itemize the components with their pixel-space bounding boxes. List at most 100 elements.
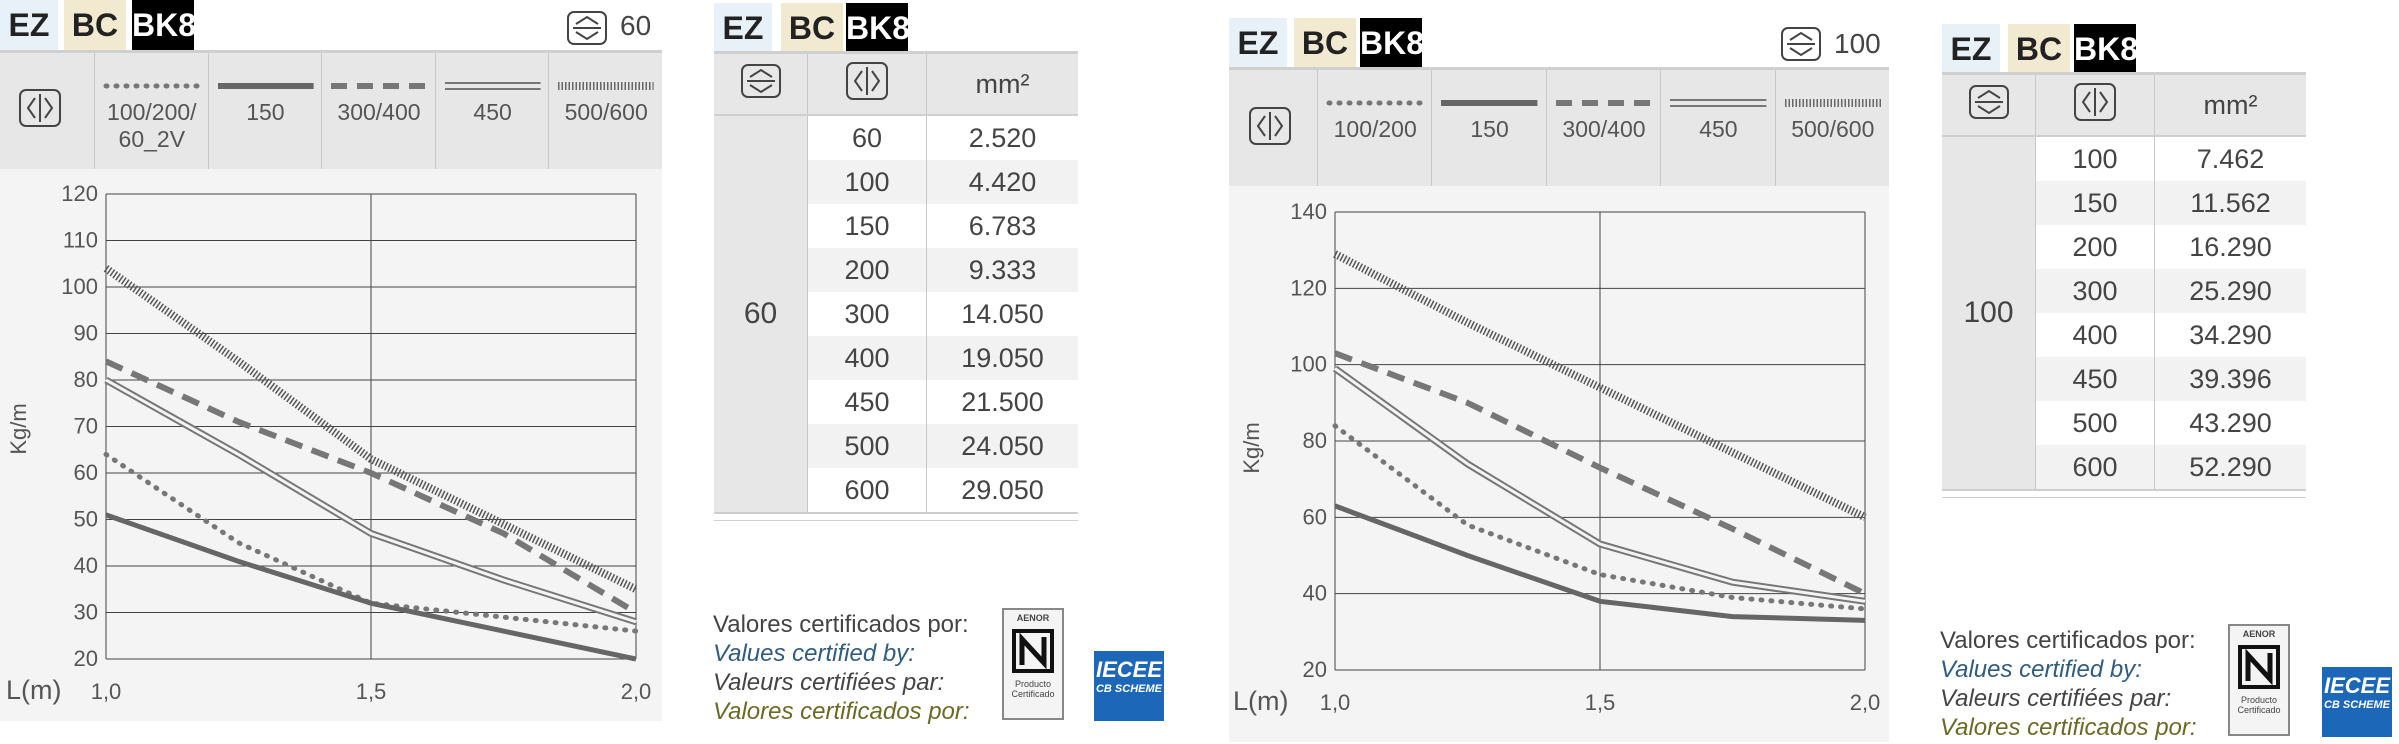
- badge-bk8-3: BK8: [1360, 18, 1424, 68]
- legend-label: 300/400: [1562, 116, 1646, 142]
- x-tick-label: 2,0: [621, 679, 652, 704]
- table-cell-area: 11.562: [2154, 181, 2306, 225]
- legend-item-hatched: 500/600: [1774, 70, 1890, 186]
- legend-label: 450: [473, 99, 512, 125]
- legend-item-hatched: 500/600: [548, 53, 663, 169]
- table-row: 600 52.290: [1942, 445, 2306, 490]
- plot-area-1: [0, 169, 662, 721]
- table-cell-area: 6.783: [968, 210, 1037, 241]
- table-cell-width: 500: [807, 424, 927, 468]
- table-cell-area: 21.500: [961, 386, 1044, 417]
- badge-bk8-4: BK8: [2074, 24, 2138, 74]
- series-line-solid: [1334, 503, 1866, 623]
- width-icon-2: [1248, 106, 1292, 151]
- table-cell-width: 600: [807, 468, 927, 513]
- table-header-height-icon: [1942, 75, 2036, 137]
- y-tick-label: 80: [1303, 428, 1327, 453]
- x-tick-label: 1,5: [1585, 690, 1616, 715]
- table-cell-area: 16.290: [2189, 231, 2272, 262]
- table-cell-width: 400: [807, 336, 927, 380]
- legend-swatch-solid: [217, 83, 314, 89]
- y-tick-label: 20: [74, 646, 98, 671]
- legend-item-dotted: 100/200/60_2V: [94, 53, 209, 169]
- table-row: 300 14.050: [714, 292, 1078, 336]
- table-cell-area: 19.050: [926, 336, 1078, 380]
- legend-swatch-dashed: [331, 83, 427, 89]
- legend-item-dashed: 300/400: [321, 53, 436, 169]
- legend-item-double: 450: [434, 53, 550, 169]
- table-row: 100 4.420: [714, 160, 1078, 204]
- legend-label: 100/200/60_2V: [107, 99, 197, 152]
- legend-item-dashed: 300/400: [1545, 70, 1661, 186]
- table-cell-width: 150: [807, 204, 927, 248]
- table-cell-area: 24.050: [926, 424, 1078, 468]
- line-chart-1: 20 30 40 50 60 70 80 90 100 110 120 1,0 1,5 2,0 L(m) Kg…: [6, 181, 652, 705]
- cert-en: Values certified by:: [713, 640, 915, 667]
- table-cell-width: 150: [2035, 181, 2155, 225]
- table-row: 150 11.562: [1942, 181, 2306, 225]
- badge-bc-2: BC: [781, 3, 843, 53]
- table-cell-width: 100: [2035, 136, 2155, 181]
- legend-item-solid: 150: [207, 53, 323, 169]
- plot-area-2: [1229, 186, 1889, 742]
- y-tick-label: 110: [63, 228, 98, 253]
- table-cell-area: 52.290: [2154, 445, 2306, 490]
- table-cell-width: 600: [2035, 445, 2155, 490]
- cert-es-2: Valores certificados por:: [1940, 627, 2196, 654]
- badge-ez-2: EZ: [714, 3, 772, 53]
- legend-swatch-hatched: [1784, 99, 1881, 107]
- cert-block-1: Valores certificados por: Values certifi…: [713, 610, 970, 726]
- cert-block-2: Valores certificados por: Values certifi…: [1940, 626, 2197, 742]
- y-tick-label: 20: [1303, 657, 1327, 682]
- table-cell-area: 39.396: [2154, 357, 2306, 401]
- height-value: 60: [620, 10, 652, 41]
- table-row: 500 43.290: [1942, 401, 2306, 445]
- y-tick-label: 140: [1290, 199, 1327, 224]
- cert-fr-2: Valeurs certifiées par:: [1940, 685, 2172, 712]
- table-row: 400 34.290: [1942, 313, 2306, 357]
- legend-swatch-dotted: [1326, 100, 1424, 106]
- x-tick-label: 1,0: [91, 679, 122, 704]
- table-header-width-icon: [807, 54, 927, 116]
- badge-ez-3: EZ: [1229, 18, 1287, 68]
- iecee-logo-2: IECEE CB SCHEME: [2322, 667, 2392, 737]
- cert-en-2: Values certified by:: [1940, 656, 2142, 683]
- legend-swatch-dotted: [103, 83, 201, 89]
- series-line-dashed: [1333, 350, 1867, 597]
- badge-bc: BC: [64, 0, 126, 50]
- y-tick-label: 120: [61, 181, 98, 206]
- series-line-hatched: [103, 265, 638, 593]
- size-table-1: mm² 60 60 2.520 100 4.420 150 6.783 200 9.333 300 1…: [714, 54, 1078, 521]
- aenor-logo: AENOR Producto Certificado: [1002, 608, 1064, 720]
- y-tick-label: 120: [1290, 275, 1327, 300]
- legend-label: 150: [1470, 116, 1509, 142]
- table-cell-area: 29.050: [961, 474, 1044, 505]
- table-cell-width: 300: [807, 292, 927, 336]
- table-row: 450 21.500: [714, 380, 1078, 424]
- series-line-dotted: [1332, 423, 1868, 612]
- cert-es: Valores certificados por:: [713, 611, 969, 638]
- table-cell-width: 300: [2035, 269, 2155, 313]
- height-icon-2: [1780, 26, 1822, 62]
- table-header-width-icon: [2035, 75, 2155, 137]
- iecee-logo: IECEE CB SCHEME: [1094, 651, 1164, 721]
- table-cell-area: 7.462: [2196, 143, 2265, 174]
- y-tick-label: 30: [74, 600, 98, 625]
- series-line-dotted: [103, 451, 639, 634]
- y-tick-label: 80: [74, 367, 98, 392]
- cert-pt-2: Valores certificados por:: [1940, 714, 2197, 741]
- table-row: 150 6.783: [714, 204, 1078, 248]
- badge-ez: EZ: [0, 0, 58, 50]
- legend-label: 150: [246, 99, 285, 125]
- table-cell-area: 34.290: [2189, 319, 2272, 350]
- table-cell-width: 60: [807, 115, 927, 160]
- size-table-2: mm² 100 100 7.462 150 11.562 200 16.290 300 25.29…: [1942, 75, 2306, 498]
- legend-label: 500/600: [564, 99, 648, 125]
- table-cell-area: 9.333: [926, 248, 1078, 292]
- legend-swatch-double: [444, 82, 541, 90]
- x-tick-label: 1,0: [1320, 690, 1351, 715]
- y-tick-label: 70: [74, 414, 98, 439]
- table-cell-width: 100: [807, 160, 927, 204]
- badge-ez-4: EZ: [1942, 24, 2000, 74]
- cert-fr: Valeurs certifiées par:: [713, 669, 945, 696]
